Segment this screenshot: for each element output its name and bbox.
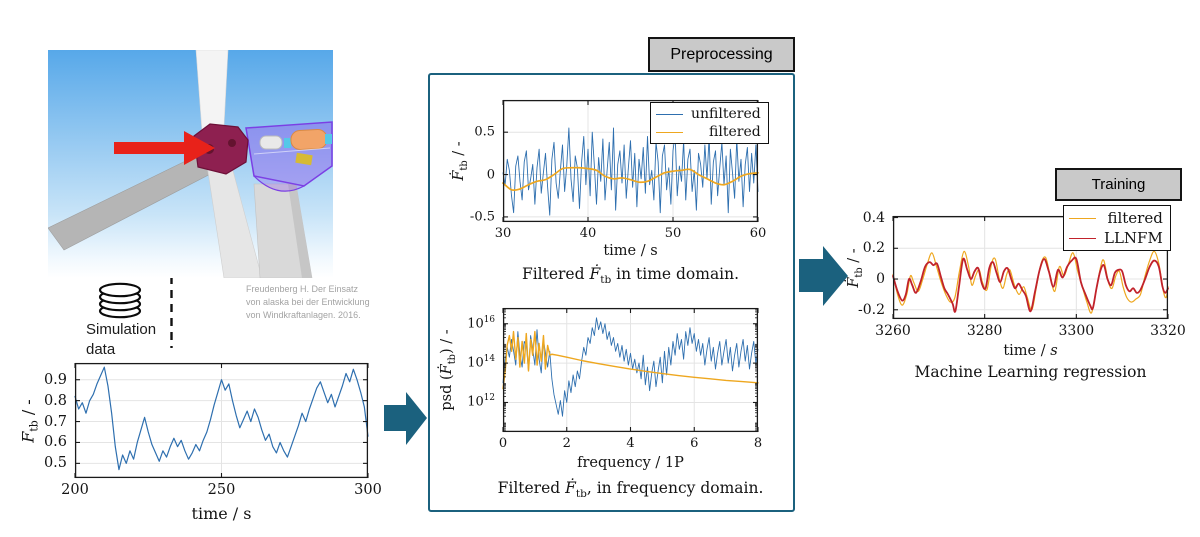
y-tick-label: 1016	[467, 314, 495, 332]
y-tick-label: 0.5	[43, 455, 67, 472]
x-tick-label: 3300	[1058, 323, 1095, 339]
coupling-cyan	[284, 138, 291, 148]
y-tick-label: 1014	[467, 354, 495, 371]
y-axis-label: Ḟtb / -	[846, 247, 865, 288]
training-title-text: Training	[1091, 176, 1146, 193]
legend-label: filtered	[1107, 209, 1163, 227]
y-tick-label: -0.2	[858, 301, 885, 318]
legend-line-sample	[1069, 217, 1096, 219]
legend-entry-unfiltered: unfiltered	[656, 105, 761, 123]
psd-plot-area	[502, 307, 759, 433]
legend: filtered LLNFM	[1063, 205, 1171, 251]
series-psd-filtered	[502, 330, 759, 390]
plot-border	[502, 307, 759, 433]
series-Ftb	[74, 366, 369, 471]
series-psd-unfiltered	[502, 317, 759, 417]
chart-ml-regression: 3260 3280 3300 3320 -0.2 0 0.2 0.4 time / s Ḟtb …	[846, 205, 1186, 381]
x-axis-label: frequency / 1P	[577, 455, 684, 471]
y-tick-label: 0	[486, 167, 495, 183]
x-tick-label: 0	[498, 436, 508, 451]
x-tick-label: 40	[579, 226, 597, 241]
turbine-illustration	[48, 50, 333, 278]
legend-entry-filtered: filtered	[656, 123, 761, 141]
simulation-data-label: Simulation data	[86, 321, 157, 358]
coupling-cyan-2	[325, 134, 332, 144]
chart-simulation-force: 200 250 300 0.5 0.6 0.7 0.8 0.9 time / s Ftb / -	[19, 362, 382, 523]
training-title: Training	[1055, 168, 1182, 201]
series-filtered	[502, 166, 759, 192]
x-tick-label: 30	[494, 226, 512, 241]
series-tr-filtered	[892, 250, 1169, 314]
image-citation: Freudenberg H. Der Einsatz von alaska be…	[246, 283, 406, 322]
x-axis-label: time / s	[1003, 343, 1058, 359]
plot-border	[892, 215, 1169, 320]
td-plot-area	[502, 99, 759, 223]
x-tick-label: 3260	[875, 323, 911, 339]
x-tick-label: 3320	[1150, 323, 1186, 339]
y-tick-label: 0.5	[474, 124, 495, 140]
plot-border	[502, 99, 759, 223]
y-tick-label: 1012	[467, 393, 495, 410]
generator-cylinder	[290, 129, 328, 150]
y-tick-label: 0.2	[862, 240, 885, 257]
highlight-arrow	[114, 131, 215, 165]
database-icon	[97, 281, 143, 319]
chart-caption: Filtered Ḟtb, in frequency domain.	[497, 479, 764, 501]
x-tick-label: 6	[690, 436, 699, 451]
series-unfiltered	[502, 127, 759, 216]
legend-entry-tr-llnfm: LLNFM	[1069, 228, 1163, 248]
x-axis-label: time / s	[603, 243, 658, 259]
x-tick-label: 200	[61, 482, 89, 498]
legend-line-sample	[656, 131, 683, 133]
nacelle-frame	[245, 121, 333, 192]
plot-border	[74, 362, 369, 479]
x-tick-label: 250	[207, 482, 236, 498]
legend-line-sample	[656, 113, 683, 115]
y-tick-label: 0.4	[862, 209, 885, 226]
legend-line-sample	[1069, 237, 1096, 239]
y-axis-label: psd (Ḟtb) / -	[439, 329, 458, 411]
x-tick-label: 8	[753, 436, 763, 451]
sim-plot-area	[74, 362, 369, 479]
legend-label: LLNFM	[1104, 229, 1163, 247]
x-axis-label: time / s	[191, 504, 252, 523]
y-tick-label: 0.9	[43, 371, 67, 388]
y-tick-label: 0.7	[43, 413, 67, 430]
shaft-cylinder	[259, 135, 283, 150]
gridlines	[75, 363, 368, 478]
y-axis-label: Ftb / -	[18, 398, 41, 443]
preprocessing-title-text: Preprocessing	[670, 45, 773, 63]
y-tick-label: 0.6	[43, 434, 67, 451]
chart-filtered-time-domain: 30 40 50 60 -0.5 0 0.5 time / s Ḟtb / - Filtered…	[451, 99, 769, 285]
flow-arrow-to-preprocessing	[384, 392, 427, 445]
legend-label: unfiltered	[691, 106, 761, 122]
tower-shading	[288, 184, 312, 278]
y-axis-label: Ḟtb / -	[451, 141, 470, 181]
legend: unfiltered filtered	[650, 102, 769, 144]
y-tick-label: 0.8	[43, 392, 67, 409]
series-tr-llnfm	[892, 256, 1169, 313]
legend-label: filtered	[709, 124, 761, 140]
legend-entry-tr-filtered: filtered	[1069, 208, 1163, 228]
x-tick-label: 3280	[966, 323, 1003, 339]
chart-caption: Machine Learning regression	[914, 363, 1147, 381]
citation-line: von Windkraftanlagen. 2016.	[246, 310, 361, 321]
preprocessing-container	[428, 73, 795, 512]
x-tick-label: 50	[664, 226, 682, 241]
x-tick-label: 300	[354, 482, 382, 498]
preprocessing-title: Preprocessing	[648, 37, 795, 72]
flow-arrow-to-training	[799, 246, 848, 306]
chart-filtered-frequency-domain: 0 2 4 6 8 1012 1014 1016 frequency / 1P psd (Ḟtb…	[439, 307, 763, 499]
citation-line: Freudenberg H. Der Einsatz	[246, 284, 359, 294]
x-tick-label: 60	[749, 226, 767, 241]
x-tick-label: 4	[626, 436, 635, 451]
citation-line: von alaska bei der Entwicklung	[246, 297, 370, 308]
x-tick-label: 2	[562, 436, 571, 451]
y-tick-label: 0	[876, 271, 885, 288]
chart-caption: Filtered Ḟtb in time domain.	[521, 265, 740, 287]
y-tick-label: -0.5	[469, 209, 495, 225]
converter-box	[295, 152, 313, 166]
